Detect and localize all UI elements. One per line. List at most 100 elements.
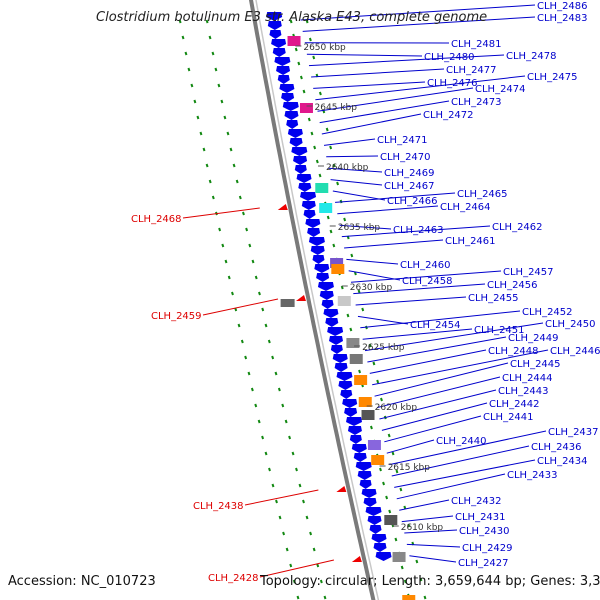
forward-gene-arrow bbox=[363, 498, 377, 507]
forward-gene-arrow bbox=[349, 435, 362, 444]
forward-gene-arrow bbox=[305, 219, 321, 228]
track-tick bbox=[277, 387, 281, 392]
forward-gene-arrow bbox=[303, 210, 316, 219]
forward-gene-arrow bbox=[365, 507, 382, 516]
track-tick bbox=[254, 275, 258, 280]
forward-gene-label: CLH_2450 bbox=[545, 319, 596, 330]
forward-label-leader bbox=[337, 205, 439, 215]
track-tick bbox=[202, 147, 206, 152]
forward-gene-arrow bbox=[325, 318, 339, 327]
forward-label-leader bbox=[389, 430, 547, 466]
track-tick bbox=[308, 37, 312, 42]
forward-label-leader bbox=[330, 179, 383, 186]
track-tick bbox=[394, 537, 398, 542]
track-tick bbox=[312, 55, 316, 60]
forward-gene-arrow bbox=[287, 129, 303, 138]
forward-gene-arrow bbox=[371, 534, 387, 543]
track-tick bbox=[400, 565, 404, 570]
track-tick bbox=[313, 145, 317, 150]
track-tick bbox=[325, 127, 329, 132]
track-tick bbox=[278, 515, 282, 520]
forward-gene-arrow bbox=[286, 120, 299, 129]
forward-label-leader bbox=[332, 190, 386, 201]
forward-gene-arrow bbox=[274, 57, 291, 66]
forward-label-leader bbox=[306, 53, 423, 57]
track-tick bbox=[312, 547, 316, 552]
track-tick bbox=[211, 195, 215, 200]
genome-stats-text: Topology: circular; Length: 3,659,644 bp… bbox=[260, 574, 600, 589]
track-tick bbox=[407, 523, 411, 528]
forward-gene-label: CLH_2448 bbox=[488, 346, 539, 357]
forward-gene-label: CLH_2481 bbox=[451, 39, 502, 50]
forward-gene-arrow bbox=[340, 390, 353, 399]
forward-gene-arrow bbox=[344, 408, 358, 417]
track-tick bbox=[223, 115, 227, 120]
forward-label-leader bbox=[321, 113, 422, 135]
track-tick bbox=[205, 19, 209, 24]
track-tick bbox=[264, 451, 268, 456]
forward-label-leader bbox=[350, 270, 502, 283]
track-tick bbox=[205, 163, 209, 168]
reverse-gene-label: CLH_2468 bbox=[131, 214, 182, 225]
forward-gene-arrow bbox=[369, 525, 382, 534]
forward-gene-label: CLH_2462 bbox=[492, 222, 543, 233]
kbp-label: 2610 kbp bbox=[401, 523, 444, 533]
track-tick bbox=[247, 371, 251, 376]
track-tick bbox=[187, 67, 191, 72]
forward-gene-label: CLH_2486 bbox=[537, 1, 588, 12]
forward-gene-arrow bbox=[298, 183, 312, 192]
forward-gene-arrow bbox=[321, 300, 334, 309]
forward-gene-arrow bbox=[300, 192, 317, 201]
track-tick bbox=[385, 495, 389, 500]
track-tick bbox=[250, 387, 254, 392]
backbone-inner-line bbox=[255, 0, 380, 600]
forward-gene-label: CLH_2463 bbox=[393, 225, 444, 236]
feature-box bbox=[392, 552, 406, 562]
track-tick bbox=[231, 291, 234, 296]
forward-gene-label: CLH_2430 bbox=[459, 526, 510, 537]
forward-label-leader bbox=[364, 322, 544, 352]
track-tick bbox=[329, 229, 333, 234]
forward-gene-arrow bbox=[282, 102, 299, 111]
forward-gene-arrow bbox=[269, 30, 282, 39]
track-tick bbox=[349, 327, 353, 332]
forward-label-leader bbox=[335, 192, 456, 203]
forward-gene-arrow bbox=[319, 291, 334, 300]
track-tick bbox=[275, 499, 278, 504]
track-tick bbox=[316, 563, 320, 568]
forward-label-leader bbox=[360, 310, 521, 329]
forward-label-leader bbox=[404, 529, 458, 534]
reverse-gene-label: CLH_2438 bbox=[193, 501, 244, 512]
forward-gene-label: CLH_2477 bbox=[446, 65, 497, 76]
forward-gene-label: CLH_2460 bbox=[400, 260, 451, 271]
forward-gene-arrow bbox=[266, 12, 283, 21]
forward-gene-label: CLH_2472 bbox=[423, 110, 474, 121]
forward-gene-arrow bbox=[310, 246, 325, 255]
forward-gene-arrow bbox=[330, 345, 343, 354]
forward-gene-label: CLH_2465 bbox=[457, 189, 508, 200]
forward-gene-arrow bbox=[281, 93, 295, 102]
forward-gene-arrow bbox=[332, 354, 348, 363]
track-tick bbox=[323, 595, 327, 600]
feature-box bbox=[384, 515, 398, 525]
forward-gene-label: CLH_2427 bbox=[458, 558, 509, 569]
feature-box bbox=[367, 440, 381, 450]
forward-gene-label: CLH_2436 bbox=[531, 442, 582, 453]
track-tick bbox=[271, 355, 275, 360]
track-tick bbox=[326, 215, 330, 220]
forward-gene-arrow bbox=[307, 228, 321, 237]
forward-gene-label: CLH_2437 bbox=[548, 427, 599, 438]
reverse-gene-label: CLH_2428 bbox=[208, 573, 259, 584]
feature-box bbox=[354, 375, 368, 385]
forward-gene-label: CLH_2441 bbox=[483, 412, 534, 423]
forward-label-leader bbox=[369, 349, 487, 374]
track-tick bbox=[238, 195, 242, 200]
track-tick bbox=[181, 35, 185, 40]
track-tick bbox=[318, 91, 322, 96]
forward-gene-label: CLH_2429 bbox=[462, 543, 513, 554]
forward-gene-label: CLH_2442 bbox=[489, 399, 540, 410]
track-tick bbox=[295, 467, 298, 472]
